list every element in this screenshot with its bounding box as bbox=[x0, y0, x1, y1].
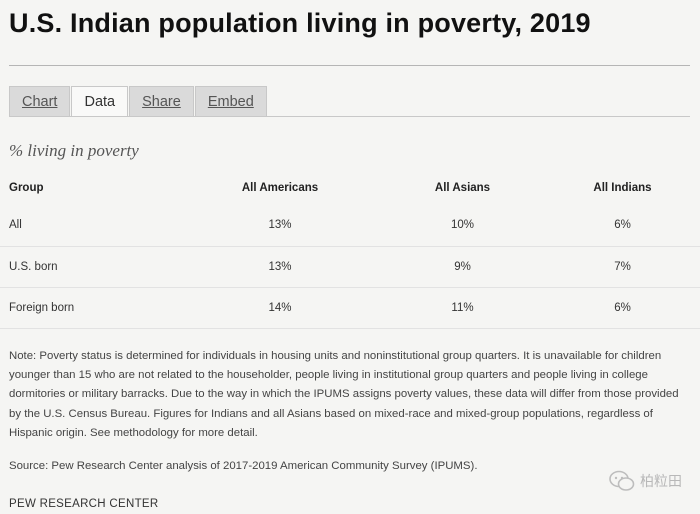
cell-value: 13% bbox=[268, 219, 292, 232]
cell-value: 11% bbox=[380, 286, 545, 329]
footer-credit: PEW RESEARCH CENTER bbox=[9, 498, 159, 510]
cell-value: 13% bbox=[180, 245, 380, 287]
source-text: Source: Pew Research Center analysis of … bbox=[9, 460, 478, 472]
table-row: All 13% 10% 6% bbox=[0, 205, 700, 246]
table-row: U.S. born 13% 9% 7% bbox=[0, 245, 700, 287]
cell-value: 6% bbox=[545, 286, 700, 329]
cell-value: 9% bbox=[380, 245, 545, 287]
cell-value: 7% bbox=[545, 245, 700, 287]
cell-value: 6% bbox=[614, 219, 631, 232]
tab-bar: Chart Data Share Embed bbox=[9, 86, 268, 117]
header-all-americans: All Americans bbox=[241, 181, 319, 194]
header-all-asians: All Asians bbox=[434, 181, 491, 194]
tab-chart[interactable]: Chart bbox=[9, 86, 71, 116]
row-label: All bbox=[9, 219, 22, 232]
cell-value: 10% bbox=[450, 219, 475, 232]
tab-data[interactable]: Data bbox=[71, 86, 129, 117]
title-divider bbox=[9, 65, 690, 66]
row-label: U.S. born bbox=[0, 245, 180, 287]
chat-bubbles-icon bbox=[609, 470, 635, 491]
header-group: Group bbox=[9, 181, 44, 194]
watermark: 柏粒田 bbox=[609, 470, 682, 492]
note-text: Note: Poverty status is determined for i… bbox=[9, 350, 679, 439]
watermark-text: 柏粒田 bbox=[640, 473, 682, 489]
header-all-indians: All Indians bbox=[593, 181, 652, 194]
table-header-row: Group All Americans All Asians All India… bbox=[0, 170, 700, 205]
tab-divider bbox=[9, 116, 690, 117]
table-row: Foreign born 14% 11% 6% bbox=[0, 286, 700, 329]
table-subtitle: % living in poverty bbox=[9, 141, 139, 160]
row-label: Foreign born bbox=[0, 286, 180, 329]
cell-value: 14% bbox=[180, 286, 380, 329]
page-title: U.S. Indian population living in poverty… bbox=[9, 8, 591, 38]
tab-share[interactable]: Share bbox=[129, 86, 194, 116]
data-table: Group All Americans All Asians All India… bbox=[0, 170, 700, 329]
tab-embed[interactable]: Embed bbox=[194, 86, 267, 116]
